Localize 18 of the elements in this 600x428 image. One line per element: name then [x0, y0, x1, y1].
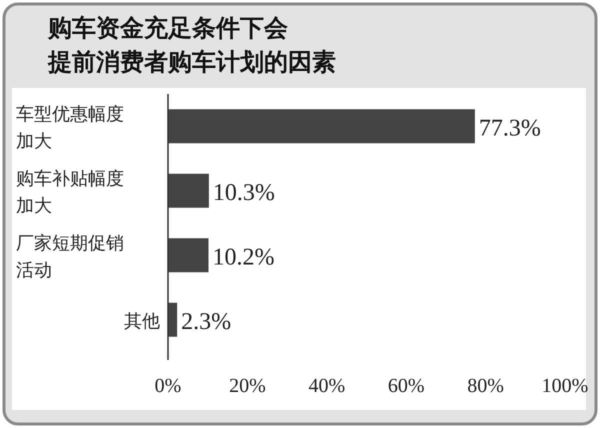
- bar: [168, 174, 209, 208]
- data-label: 2.3%: [181, 308, 232, 335]
- x-tick-label: 40%: [308, 375, 346, 397]
- y-tick-label: 购车补贴幅度加大: [16, 168, 124, 216]
- y-tick-label: 车型优惠幅度加大: [16, 104, 124, 151]
- x-tick-label: 80%: [467, 375, 504, 397]
- data-label: 10.3%: [212, 180, 275, 206]
- bar: [168, 109, 475, 144]
- x-tick-label: 60%: [388, 375, 425, 397]
- bar: [168, 238, 208, 272]
- y-tick-label: 其他: [124, 310, 160, 331]
- x-tick-label: 20%: [229, 375, 266, 397]
- x-tick-label: 0%: [154, 375, 182, 397]
- data-label: 77.3%: [478, 115, 541, 142]
- y-tick-label: 厂家短期促销活动: [16, 232, 124, 280]
- data-label: 10.2%: [212, 244, 274, 270]
- x-tick-label: 100%: [542, 375, 588, 397]
- chart-title: 购车资金充足条件下会提前消费者购车计划的因素: [47, 15, 336, 76]
